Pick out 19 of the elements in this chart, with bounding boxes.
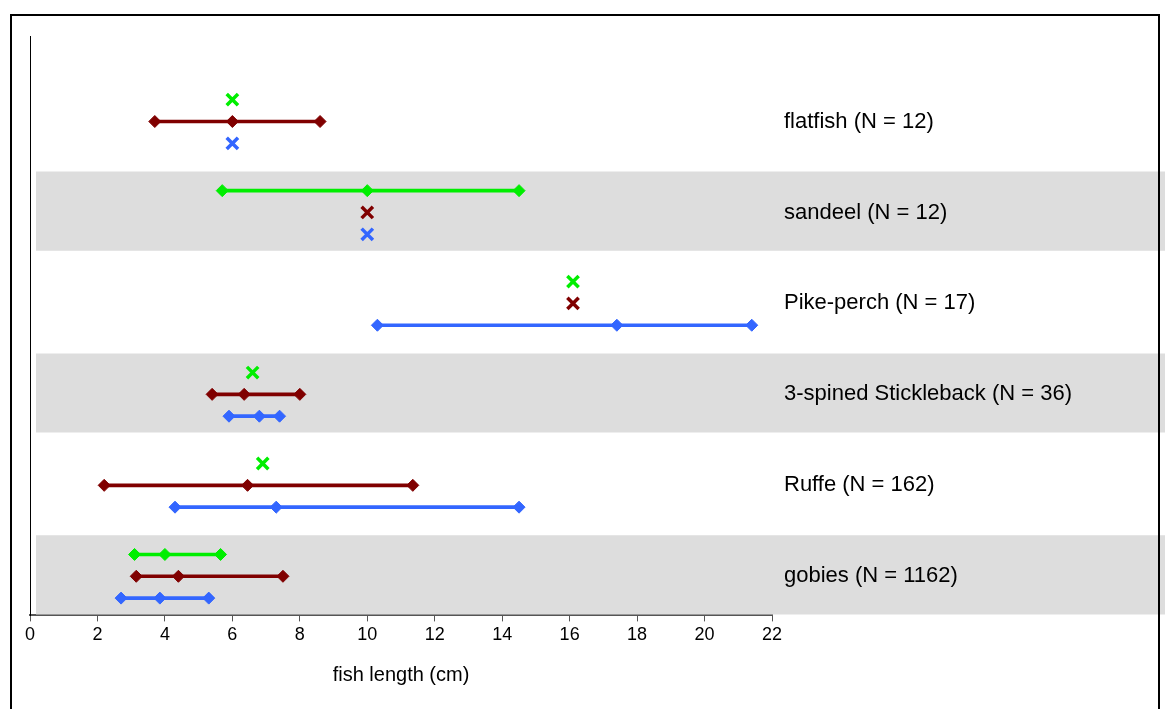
y-tick-label: 3-spined Stickleback (N = 36) (784, 380, 1072, 406)
x-tick-label: 18 (627, 624, 648, 645)
x-axis-title: fish length (cm) (332, 662, 470, 685)
x-tick-label: 10 (357, 624, 378, 645)
y-tick-label: flatfish (N = 12) (784, 107, 934, 133)
y-tick-label: Pike-perch (N = 17) (784, 289, 976, 315)
x-tick-label: 14 (492, 624, 513, 645)
x-tick-label: 2 (92, 624, 103, 645)
x-tick-label: 16 (559, 624, 580, 645)
x-tick-label: 0 (24, 624, 36, 645)
x-tick-label: 4 (159, 624, 170, 645)
x-tick-label: 12 (424, 624, 445, 645)
y-tick-label: sandeel (N = 12) (784, 198, 948, 224)
x-tick-label: 8 (294, 624, 305, 645)
y-tick-label: Ruffe (N = 162) (784, 471, 935, 497)
x-tick-label: 20 (694, 624, 715, 645)
x-tick-label: 22 (761, 624, 783, 645)
x-tick-label: 6 (227, 624, 238, 645)
y-tick-label: gobies (N = 1162) (784, 562, 958, 588)
